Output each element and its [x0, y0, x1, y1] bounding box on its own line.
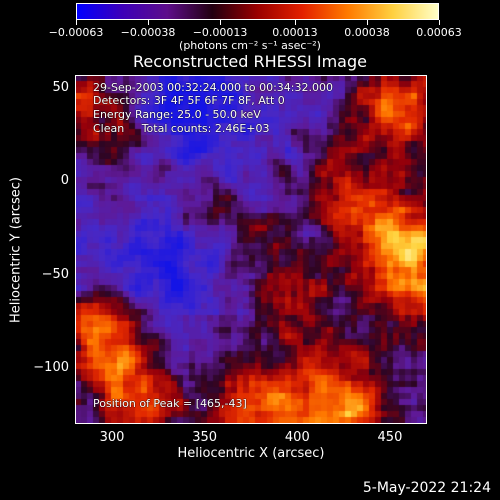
annotation-peak: Position of Peak = [465,-43]: [93, 397, 247, 410]
colorbar-tick-mark: [439, 20, 440, 25]
y-tick-label: 50: [52, 80, 69, 96]
colorbar-tick-label: 0.00013: [272, 26, 318, 39]
colorbar-tick-label: 0.00063: [416, 26, 462, 39]
x-axis-label: Heliocentric X (arcsec): [177, 446, 325, 461]
x-tick-label: 400: [284, 430, 310, 445]
heatmap-image: [75, 75, 427, 424]
colorbar-tick-label: −0.00063: [48, 26, 104, 39]
y-tick-label: 0: [60, 173, 69, 189]
colorbar-tick-mark: [366, 20, 368, 25]
colorbar-tick-mark: [76, 20, 77, 25]
colorbar-tick-label: −0.00038: [120, 26, 176, 39]
y-tick-label: −100: [33, 360, 69, 375]
colorbar-unit-label: (photons cm⁻² s⁻¹ asec⁻²): [179, 39, 321, 52]
y-tick-label: −50: [41, 266, 69, 282]
colorbar-tick-mark: [148, 20, 150, 25]
colorbar-tick-label: 0.00038: [344, 26, 390, 39]
y-axis-label: Heliocentric Y (arcsec): [8, 177, 24, 323]
x-tick-label: 350: [192, 430, 218, 445]
colorbar-tick-mark: [220, 20, 222, 25]
x-tick-label: 300: [99, 430, 125, 445]
annotation-detectors: Detectors: 3F 4F 5F 6F 7F 8F, Att 0: [93, 94, 285, 107]
colorbar: [76, 3, 439, 20]
annotation-energy: Energy Range: 25.0 - 50.0 keV: [93, 108, 261, 121]
timestamp: 5-May-2022 21:24: [362, 480, 491, 496]
x-tick-label: 450: [377, 430, 403, 445]
chart-title: Reconstructed RHESSI Image: [133, 52, 367, 71]
colorbar-tick-mark: [294, 20, 296, 25]
annotation-time-range: 29-Sep-2003 00:32:24.000 to 00:34:32.000: [93, 81, 333, 94]
annotation-clean: Clean Total counts: 2.46E+03: [93, 122, 270, 135]
colorbar-tick-label: −0.00013: [192, 26, 248, 39]
